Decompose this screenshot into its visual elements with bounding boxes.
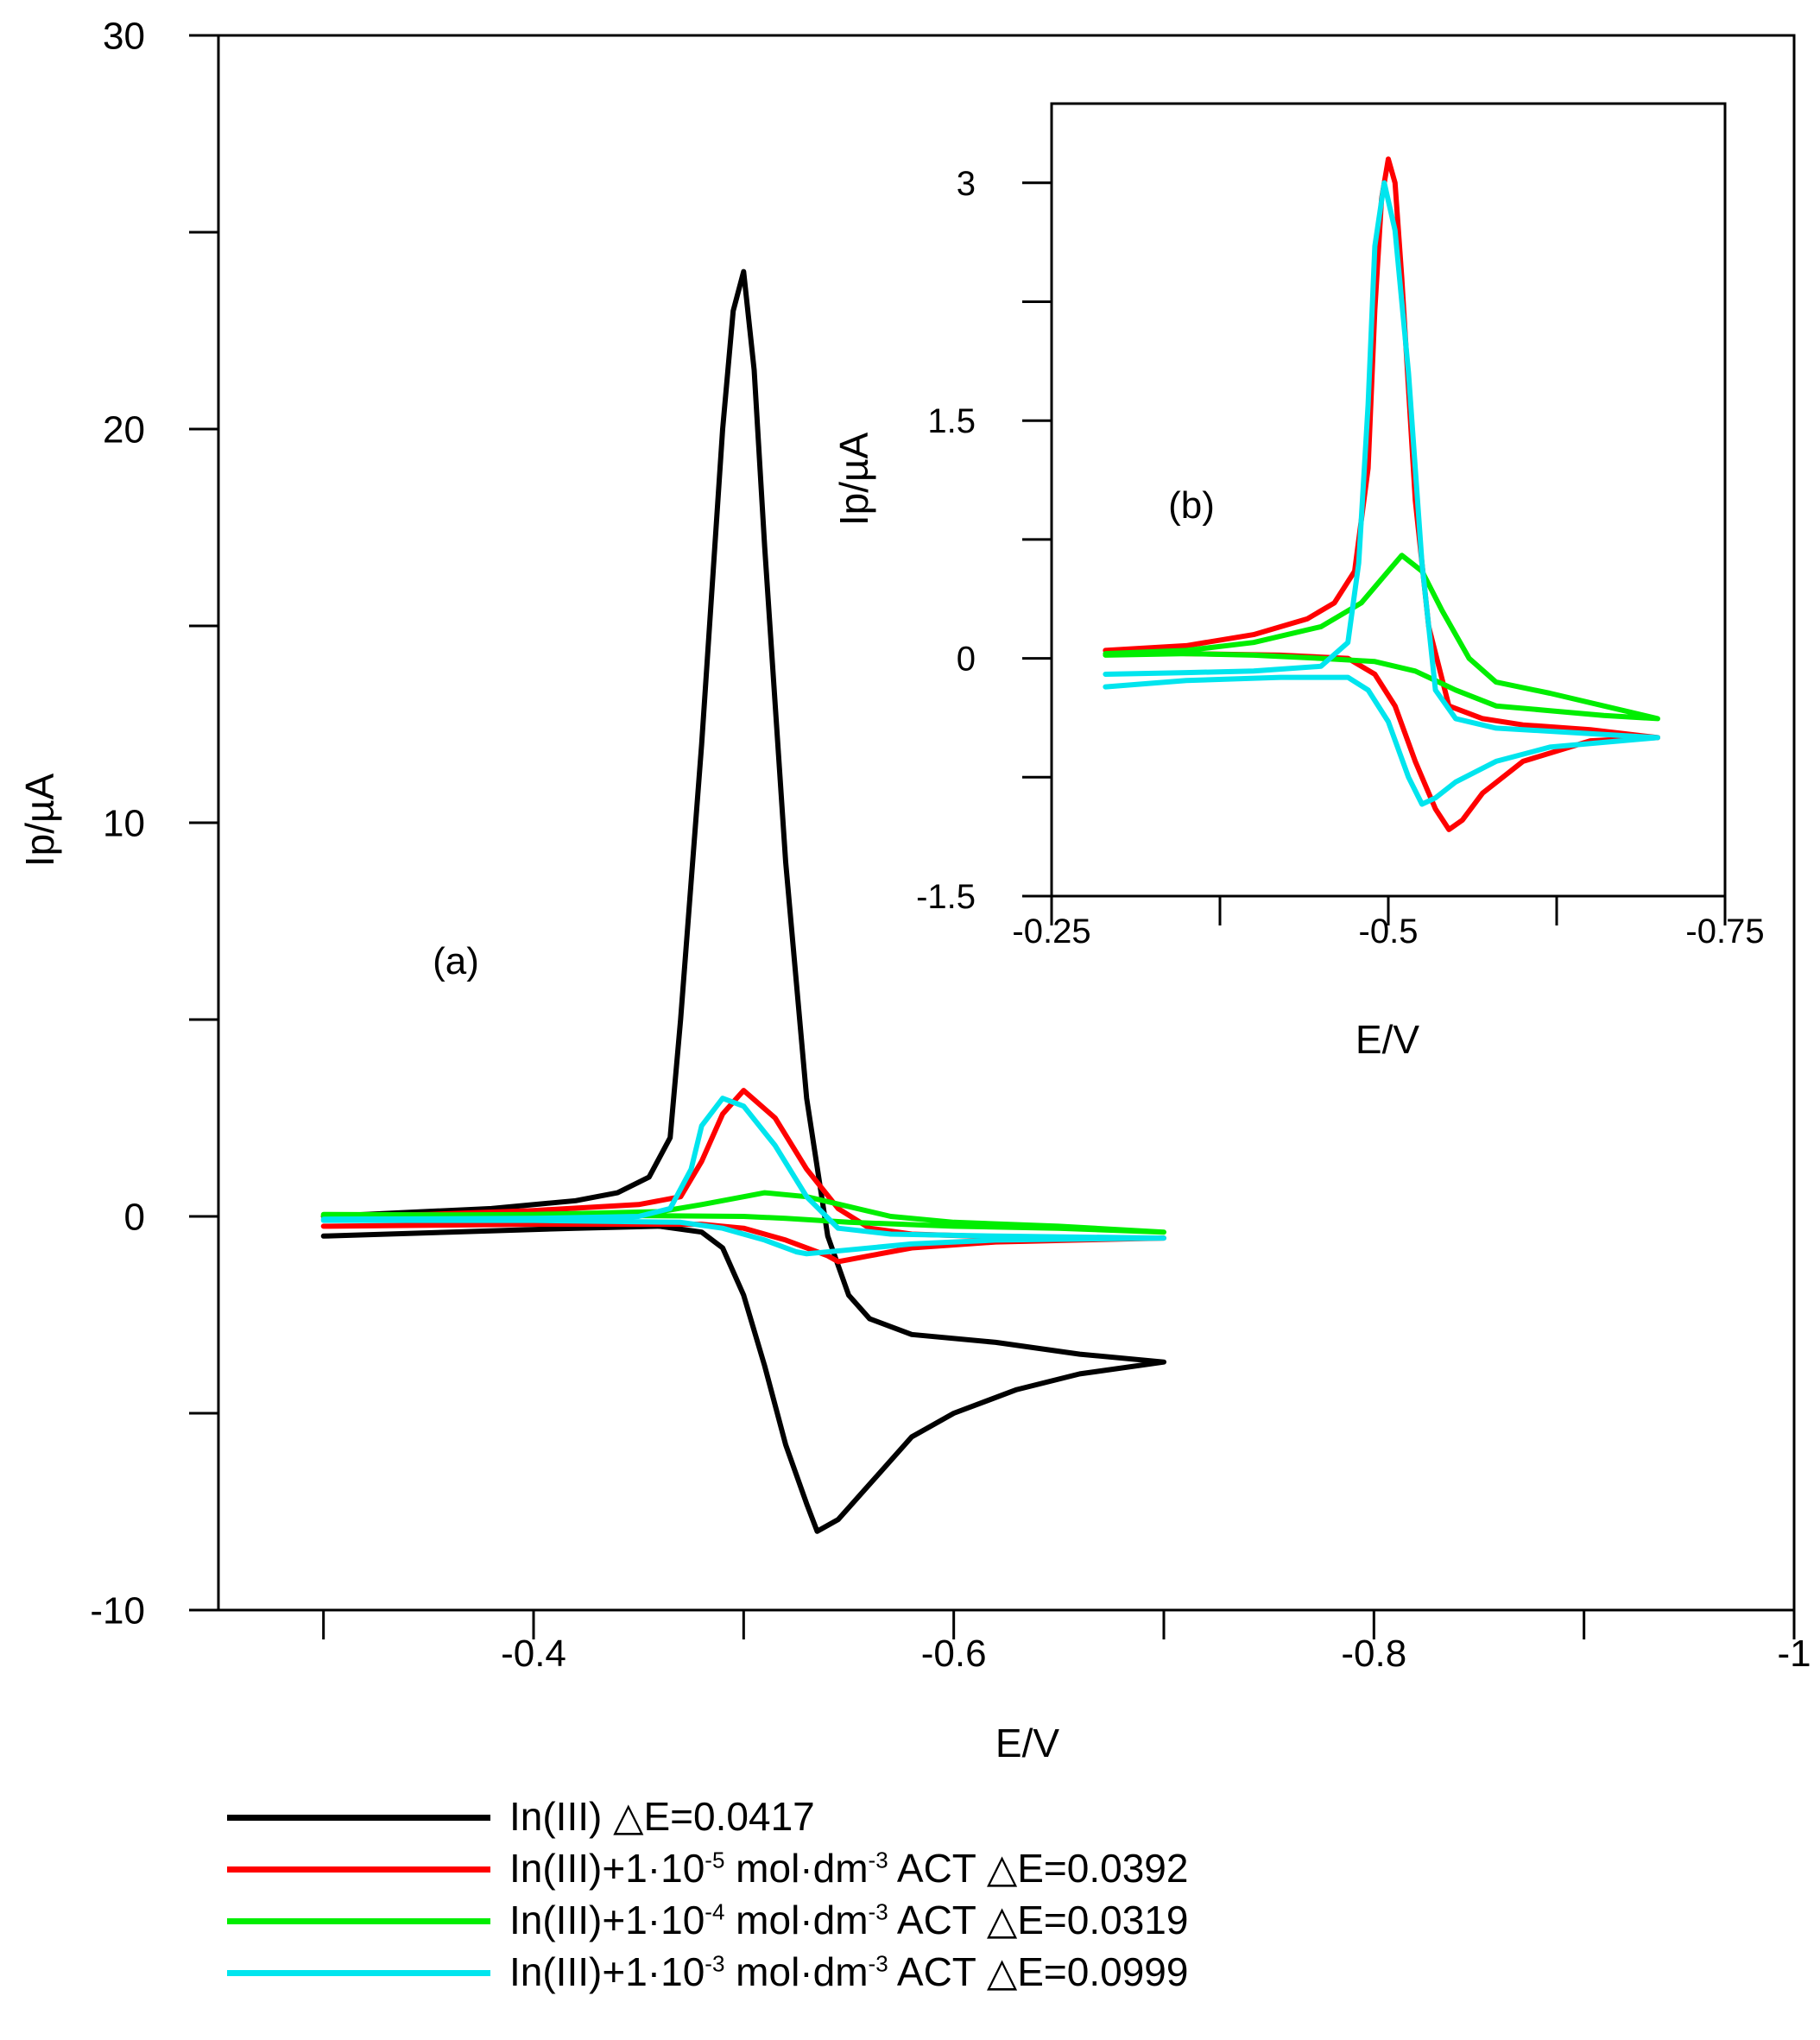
main-y-tick-label: 30 bbox=[103, 15, 145, 57]
legend-entry: In(III)+1·10-3 mol·dm-3 ACT △E=0.0999 bbox=[216, 1947, 1684, 1999]
inset-series-line bbox=[1103, 180, 1660, 807]
main-series-line bbox=[320, 1096, 1166, 1257]
legend-entry: In(III) △E=0.0417 bbox=[216, 1791, 1684, 1843]
main-series-line bbox=[320, 1190, 1166, 1235]
legend-swatch bbox=[227, 1866, 490, 1873]
legend-entry: In(III)+1·10-4 mol·dm-3 ACT △E=0.0319 bbox=[216, 1895, 1684, 1947]
main-y-axis-label: Ip/µA bbox=[17, 774, 62, 868]
inset-y-axis: -1.5 0 1.5 3 bbox=[916, 165, 1052, 916]
main-y-tick-label: -10 bbox=[90, 1589, 145, 1632]
legend-swatch bbox=[227, 1815, 490, 1821]
inset-panel-label: (b) bbox=[1168, 484, 1215, 527]
inset-plot: -1.5 0 1.5 3 -0.25 -0.5 -0.75 E/V Ip/µA (b) bbox=[831, 102, 1765, 1062]
inset-y-tick-label: 0 bbox=[957, 641, 976, 679]
legend-label: In(III)+1·10-4 mol·dm-3 ACT △E=0.0319 bbox=[509, 1898, 1189, 1942]
inset-x-tick-label: -0.75 bbox=[1685, 913, 1764, 951]
legend-swatch bbox=[227, 1918, 490, 1924]
legend-entry: In(III)+1·10-5 mol·dm-3 ACT △E=0.0392 bbox=[216, 1843, 1684, 1895]
legend: In(III) △E=0.0417 In(III)+1·10-5 mol·dm-… bbox=[216, 1791, 1684, 1999]
main-x-tick-label: -1 bbox=[1777, 1633, 1811, 1675]
inset-x-tick-label: -0.25 bbox=[1012, 913, 1090, 951]
legend-label: In(III) △E=0.0417 bbox=[509, 1794, 815, 1839]
main-y-tick-label: 20 bbox=[103, 408, 145, 451]
main-x-axis-label: E/V bbox=[995, 1721, 1059, 1765]
main-y-axis: -10 0 10 20 30 bbox=[90, 15, 218, 1632]
main-x-tick-label: -0.6 bbox=[921, 1633, 987, 1675]
inset-y-tick-label: 1.5 bbox=[927, 402, 976, 440]
inset-y-tick-label: -1.5 bbox=[916, 878, 976, 916]
main-series-line bbox=[320, 268, 1166, 1534]
inset-x-axis-label: E/V bbox=[1356, 1017, 1419, 1062]
legend-label: In(III)+1·10-5 mol·dm-3 ACT △E=0.0392 bbox=[509, 1846, 1189, 1891]
main-x-axis: -0.4 -0.6 -0.8 -1 bbox=[322, 1610, 1811, 1675]
main-x-tick-label: -0.4 bbox=[501, 1633, 566, 1675]
legend-swatch bbox=[227, 1970, 490, 1976]
inset-y-axis-label: Ip/µA bbox=[831, 433, 876, 527]
main-series-group bbox=[320, 268, 1166, 1534]
main-y-tick-label: 10 bbox=[103, 802, 145, 844]
inset-x-tick-label: -0.5 bbox=[1359, 913, 1419, 951]
main-y-tick-label: 0 bbox=[124, 1196, 145, 1238]
inset-y-tick-label: 3 bbox=[957, 165, 976, 203]
main-x-tick-label: -0.8 bbox=[1341, 1633, 1406, 1675]
legend-label: In(III)+1·10-3 mol·dm-3 ACT △E=0.0999 bbox=[509, 1949, 1189, 1994]
inset-plot-background bbox=[1052, 104, 1725, 896]
inset-series-group bbox=[1103, 156, 1660, 832]
inset-x-axis: -0.25 -0.5 -0.75 bbox=[1012, 896, 1765, 951]
main-panel-label: (a) bbox=[433, 940, 479, 982]
